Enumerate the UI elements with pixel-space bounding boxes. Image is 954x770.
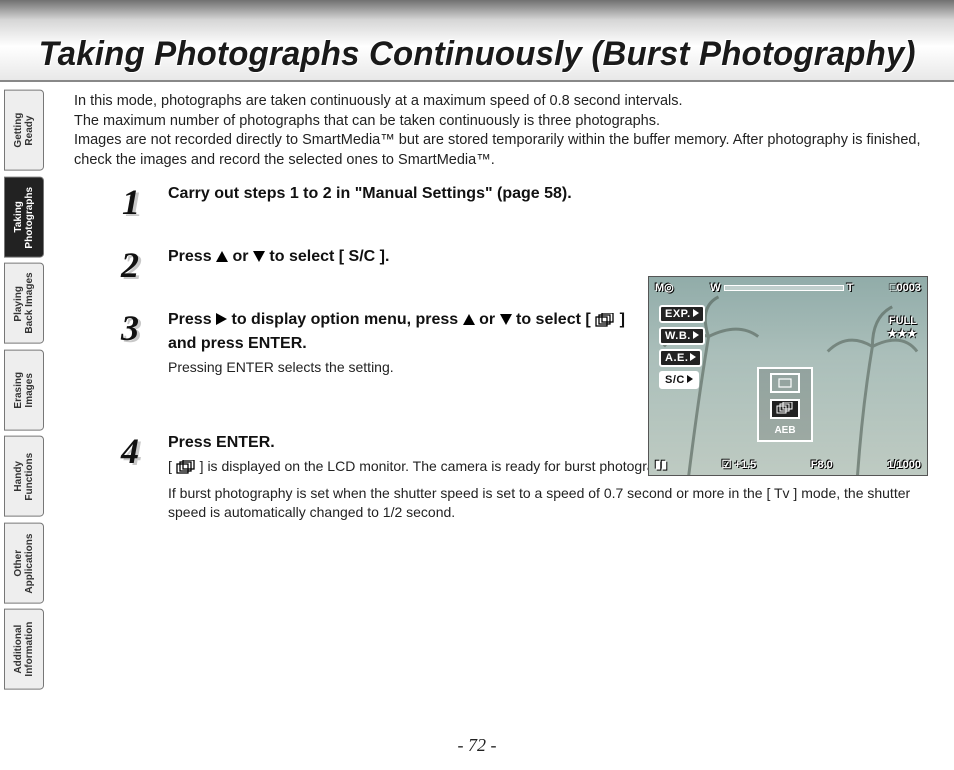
lcd-sc-options: AEB [757, 367, 813, 442]
step-3-text-b: to display option menu, press [232, 311, 463, 328]
step-2-title: Press or to select [ S/C ]. [168, 247, 936, 268]
lcd-mode-icon: M◎ [655, 281, 674, 294]
intro-line-2: The maximum number of photographs that c… [74, 112, 936, 132]
intro-text: In this mode, photographs are taken cont… [74, 92, 936, 170]
intro-line-3: Images are not recorded directly to Smar… [74, 131, 936, 170]
lcd-opt-single [770, 373, 800, 393]
lcd-bottom-bar: ▮▮ ☑ +1.5 F8.0 1/1000 [655, 458, 921, 471]
lcd-opt-burst [770, 399, 800, 419]
lcd-quality-stars: ★★★ [887, 328, 917, 341]
step-1-title: Carry out steps 1 to 2 in "Manual Settin… [168, 184, 936, 205]
step-4-sub-1b: ] is displayed on the LCD monitor. The c… [200, 458, 680, 474]
page-banner: Taking Photographs Continuously (Burst P… [0, 0, 954, 82]
lcd-overlay: M◎ W T □0003 EXP. W.B. A.E. S/C AEB FULL… [649, 277, 927, 475]
page-title: Taking Photographs Continuously (Burst P… [38, 35, 915, 74]
lcd-preview: M◎ W T □0003 EXP. W.B. A.E. S/C AEB FULL… [648, 276, 928, 476]
tab-erasing-images[interactable]: Erasing Images [4, 350, 44, 431]
step-3-number-icon: 3 3 [118, 310, 154, 353]
lcd-shutter: 1/1000 [887, 459, 921, 471]
lcd-zoom-scale: W T [710, 282, 853, 294]
step-4-number-icon: 4 4 [118, 433, 154, 476]
step-1: 1 1 Carry out steps 1 to 2 in "Manual Se… [118, 184, 936, 227]
lcd-counter: □0003 [890, 282, 921, 294]
step-2-body: Press or to select [ S/C ]. [168, 247, 936, 268]
step-3-text-a: Press [168, 311, 216, 328]
lcd-menu-ae: A.E. [659, 349, 702, 367]
svg-text:4: 4 [120, 433, 139, 471]
lcd-aperture: F8.0 [811, 459, 833, 471]
step-3-body: Press to display option menu, press or t… [168, 310, 648, 376]
tab-additional-information[interactable]: Additional Information [4, 609, 44, 690]
lcd-quality-label: FULL [887, 315, 917, 328]
lcd-menu-wb: W.B. [659, 327, 705, 345]
step-2-text-c: to select [ S/C ]. [269, 248, 389, 265]
step-4-sub-1a: [ [168, 458, 176, 474]
up-arrow-icon [463, 314, 475, 325]
step-4-sub-2: If burst photography is set when the shu… [168, 484, 936, 522]
lcd-menu-sc: S/C [659, 371, 699, 389]
right-arrow-icon [216, 313, 227, 325]
lcd-battery-icon: ▮▮ [655, 458, 667, 471]
down-arrow-icon [500, 314, 512, 325]
svg-text:3: 3 [120, 310, 139, 348]
burst-mode-icon [595, 313, 615, 334]
lcd-opt-aeb: AEB [774, 425, 795, 436]
burst-mode-icon [176, 460, 196, 479]
svg-text:2: 2 [120, 247, 139, 285]
step-1-body: Carry out steps 1 to 2 in "Manual Settin… [168, 184, 936, 205]
lcd-quality: FULL ★★★ [887, 315, 917, 341]
lcd-menu-exp: EXP. [659, 305, 705, 323]
step-1-number-icon: 1 1 [118, 184, 154, 227]
step-3-subtext: Pressing ENTER selects the setting. [168, 358, 648, 377]
tab-playing-back-images[interactable]: Playing Back Images [4, 263, 44, 344]
step-3-text-d: to select [ [516, 311, 595, 328]
intro-line-1: In this mode, photographs are taken cont… [74, 92, 936, 112]
tab-handy-functions[interactable]: Handy Functions [4, 436, 44, 517]
step-2-text-a: Press [168, 248, 216, 265]
tab-other-applications[interactable]: Other Applications [4, 523, 44, 604]
lcd-ev-value: ☑ +1.5 [722, 458, 757, 471]
step-3-title: Press to display option menu, press or t… [168, 310, 648, 355]
step-3-text-c: or [479, 311, 499, 328]
step-2-number-icon: 2 2 [118, 247, 154, 290]
tab-taking-photographs[interactable]: Taking Photographs [4, 177, 44, 258]
step-2-text-b: or [233, 248, 253, 265]
down-arrow-icon [253, 251, 265, 262]
svg-text:1: 1 [122, 184, 140, 222]
section-tabs-sidebar: Getting Ready Taking Photographs Playing… [0, 90, 46, 690]
page-number: - 72 - [0, 735, 954, 756]
lcd-top-bar: M◎ W T □0003 [655, 281, 921, 294]
up-arrow-icon [216, 251, 228, 262]
tab-getting-ready[interactable]: Getting Ready [4, 90, 44, 171]
